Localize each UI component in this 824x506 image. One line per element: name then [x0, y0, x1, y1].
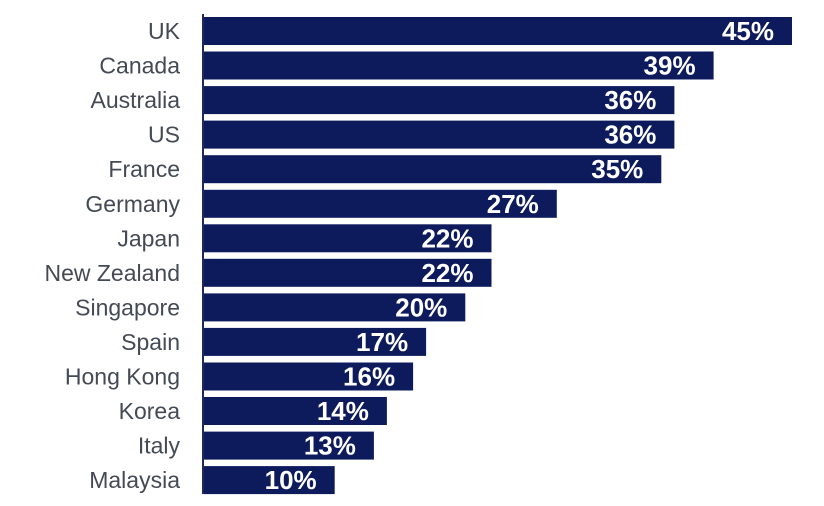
category-label: Malaysia: [89, 467, 180, 493]
bar-uk: [204, 17, 792, 45]
bar-germany: [204, 189, 557, 218]
bar-new-zealand: [204, 258, 492, 287]
value-label: 20%: [395, 292, 447, 322]
value-label: 45%: [722, 16, 774, 46]
category-label: Germany: [85, 191, 180, 217]
value-label: 14%: [317, 396, 369, 426]
value-label: 22%: [421, 258, 473, 288]
bar-australia: [204, 86, 675, 115]
category-label: US: [148, 122, 180, 148]
bar-spain: [204, 327, 427, 356]
value-label: 35%: [591, 154, 643, 184]
category-label: Singapore: [75, 294, 180, 320]
value-label: 22%: [421, 223, 473, 253]
bar-hong-kong: [204, 362, 414, 391]
bar-italy: [204, 431, 374, 460]
bar-malaysia: [204, 466, 335, 495]
category-label: UK: [148, 18, 181, 44]
value-label: 13%: [304, 431, 356, 461]
category-label: Hong Kong: [65, 364, 180, 390]
bar-canada: [204, 51, 714, 80]
category-label: France: [108, 156, 180, 182]
bar-korea: [204, 397, 387, 425]
value-label: 17%: [356, 327, 408, 357]
bar-us: [204, 120, 675, 149]
bar-france: [204, 155, 662, 184]
bar-japan: [204, 224, 492, 253]
bar-singapore: [204, 293, 466, 322]
category-label: Japan: [117, 225, 180, 251]
category-label: Korea: [119, 398, 181, 424]
category-label: Canada: [99, 53, 180, 79]
value-label: 36%: [604, 85, 656, 115]
value-label: 36%: [604, 120, 656, 150]
category-label: New Zealand: [44, 260, 180, 286]
category-label: Australia: [91, 87, 181, 113]
value-label: 39%: [644, 51, 696, 81]
value-label: 10%: [265, 465, 317, 495]
category-label: Italy: [138, 433, 181, 459]
category-label: Spain: [121, 329, 180, 355]
bars-group: UK 45% Canada 39% Australia 36% US 36% France 35%…: [44, 16, 792, 495]
value-label: 16%: [343, 362, 395, 392]
value-label: 27%: [487, 189, 539, 219]
